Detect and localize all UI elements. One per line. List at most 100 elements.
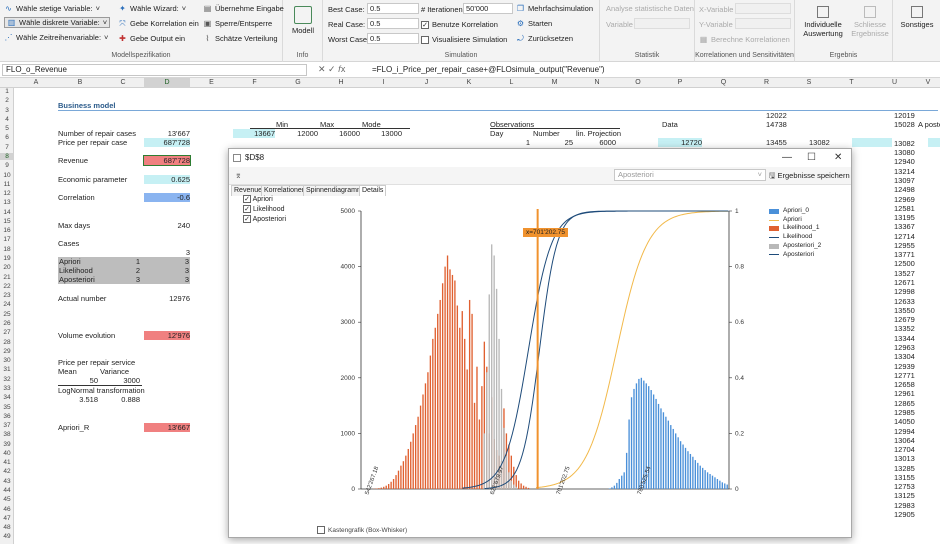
- row-header[interactable]: 43: [3, 477, 11, 485]
- column-header[interactable]: T: [849, 79, 854, 86]
- revenue-label[interactable]: Revenue: [58, 156, 89, 165]
- column-header[interactable]: P: [677, 79, 683, 86]
- v4-cell[interactable]: A posteri: [918, 120, 940, 129]
- column-header[interactable]: N: [594, 79, 600, 86]
- column-header[interactable]: L: [509, 79, 514, 86]
- tab-details[interactable]: Details: [359, 185, 387, 196]
- enter-output-button[interactable]: ✚ Gebe Output ein: [119, 34, 186, 43]
- actual-value[interactable]: 12976: [169, 294, 190, 303]
- column-header[interactable]: K: [466, 79, 472, 86]
- column-header[interactable]: H: [338, 79, 344, 86]
- column-header[interactable]: I: [382, 79, 385, 86]
- mean-label[interactable]: Mean: [58, 367, 77, 376]
- u-cell[interactable]: 13527: [894, 268, 915, 278]
- row-header[interactable]: 22: [3, 282, 11, 290]
- lock-unlock-button[interactable]: ▣ Sperre/Entsperre: [203, 19, 273, 28]
- row-header[interactable]: 27: [3, 329, 11, 337]
- cases-count[interactable]: 3: [185, 248, 190, 257]
- discrete-variable-button[interactable]: ▥ Wähle diskrete Variable: ˅: [4, 17, 111, 28]
- u-cell[interactable]: 13155: [894, 472, 915, 482]
- column-header[interactable]: V: [925, 79, 931, 86]
- wizard-button[interactable]: ✦ Wähle Wizard: ˅: [119, 4, 187, 13]
- u-cell[interactable]: 13214: [894, 166, 915, 176]
- u-cell[interactable]: 13352: [894, 324, 915, 334]
- analyse-button[interactable]: Analyse statistische Daten: [606, 4, 694, 13]
- row-header[interactable]: 10: [3, 171, 11, 179]
- u-cell[interactable]: 12633: [894, 296, 915, 306]
- real-case-input[interactable]: 0.5: [367, 18, 419, 29]
- f5-cell[interactable]: 13667: [233, 129, 275, 138]
- column-header[interactable]: C: [120, 79, 126, 86]
- volume-value[interactable]: 12'976: [144, 331, 190, 340]
- row-header[interactable]: 33: [3, 384, 11, 392]
- sheet-title[interactable]: Business model: [58, 101, 116, 110]
- u-cell[interactable]: 13080: [894, 148, 915, 158]
- r2-cell[interactable]: 14738: [766, 120, 787, 129]
- maximize-icon[interactable]: ☐: [807, 152, 816, 163]
- reset-button[interactable]: ⤾ Zurücksetzen: [517, 34, 574, 43]
- row-header[interactable]: 6: [5, 134, 9, 142]
- u-cell[interactable]: 12581: [894, 203, 915, 213]
- u-cell[interactable]: 12963: [894, 343, 915, 352]
- r1-cell[interactable]: 12022: [766, 111, 787, 120]
- econ-value[interactable]: 0.625: [144, 175, 190, 184]
- revenue-value[interactable]: 687'728: [143, 155, 191, 166]
- row-header[interactable]: 46: [3, 505, 11, 513]
- row-header[interactable]: 17: [3, 236, 11, 244]
- best-case-input[interactable]: 0.5: [367, 3, 419, 14]
- row-header[interactable]: 32: [3, 375, 11, 383]
- u-cell[interactable]: 12498: [894, 185, 915, 195]
- u-cell[interactable]: 12704: [894, 445, 915, 455]
- estimate-distribution-button[interactable]: ⌇ Schätze Verteilung: [203, 34, 278, 43]
- row-header[interactable]: 29: [3, 347, 11, 355]
- multi-simulation-button[interactable]: ❐ Mehrfachsimulation: [516, 4, 594, 13]
- u-cell[interactable]: 12985: [894, 407, 915, 417]
- u-cell[interactable]: 13195: [894, 213, 915, 223]
- v6-cell[interactable]: [928, 138, 940, 147]
- row-header[interactable]: 24: [3, 301, 11, 309]
- column-header[interactable]: O: [635, 79, 641, 86]
- row-header[interactable]: 47: [3, 514, 11, 522]
- row-header[interactable]: 49: [3, 533, 11, 541]
- row-header[interactable]: 18: [3, 245, 11, 253]
- price-label[interactable]: Price per repair case: [58, 138, 128, 147]
- row-header[interactable]: 13: [3, 199, 11, 207]
- u-cell[interactable]: 12939: [894, 361, 915, 371]
- name-box[interactable]: FLO_o_Revenue: [2, 64, 307, 76]
- row-header[interactable]: 44: [3, 487, 11, 495]
- column-header[interactable]: G: [295, 79, 301, 86]
- r4-cell[interactable]: 13455: [766, 138, 787, 147]
- row-header[interactable]: 45: [3, 496, 11, 504]
- u-cell[interactable]: 13082: [894, 138, 915, 148]
- ln-value-2[interactable]: 0.888: [121, 395, 140, 404]
- row-header[interactable]: 20: [3, 264, 11, 272]
- p6-cell[interactable]: 12720: [658, 138, 702, 147]
- variance-label[interactable]: Variance: [100, 367, 130, 376]
- boxplot-checkbox[interactable]: Kastengrafik (Box-Whisker): [317, 526, 407, 534]
- repair-cases-label[interactable]: Number of repair cases: [58, 129, 136, 138]
- u-cell[interactable]: 12019: [894, 111, 915, 120]
- row-header[interactable]: 11: [3, 180, 11, 188]
- econ-label[interactable]: Economic parameter: [58, 175, 128, 184]
- check-apriori[interactable]: ✓ Apriori: [243, 195, 273, 203]
- column-header[interactable]: B: [77, 79, 83, 86]
- x-variable-select[interactable]: [735, 3, 791, 14]
- y-variable-select[interactable]: [735, 18, 791, 29]
- obs-projection[interactable]: 6000: [599, 138, 616, 147]
- row-header[interactable]: 2: [5, 97, 9, 105]
- row-header[interactable]: 40: [3, 449, 11, 457]
- column-header[interactable]: S: [806, 79, 812, 86]
- maxdays-label[interactable]: Max days: [58, 221, 91, 230]
- enter-correlation-button[interactable]: ⤧ Gebe Korrelation ein: [119, 19, 199, 28]
- case-row-1[interactable]: [58, 257, 190, 266]
- row-header[interactable]: 12: [3, 190, 11, 198]
- model-button[interactable]: Modell: [288, 6, 318, 35]
- save-results-button[interactable]: 🖫 Ergebnisse speichern: [769, 171, 850, 180]
- lognormal-label[interactable]: LogNormal transformation: [58, 386, 145, 395]
- obs-day[interactable]: 1: [525, 138, 530, 147]
- apriori-r-label[interactable]: Apriori_R: [58, 423, 90, 432]
- i5-cell[interactable]: 13000: [381, 129, 402, 138]
- u-cell[interactable]: 13064: [894, 435, 915, 445]
- timeseries-variable-button[interactable]: ⋰ Wähle Zeitreihenvariable: ˅: [4, 33, 109, 42]
- case-row-2[interactable]: [58, 266, 190, 275]
